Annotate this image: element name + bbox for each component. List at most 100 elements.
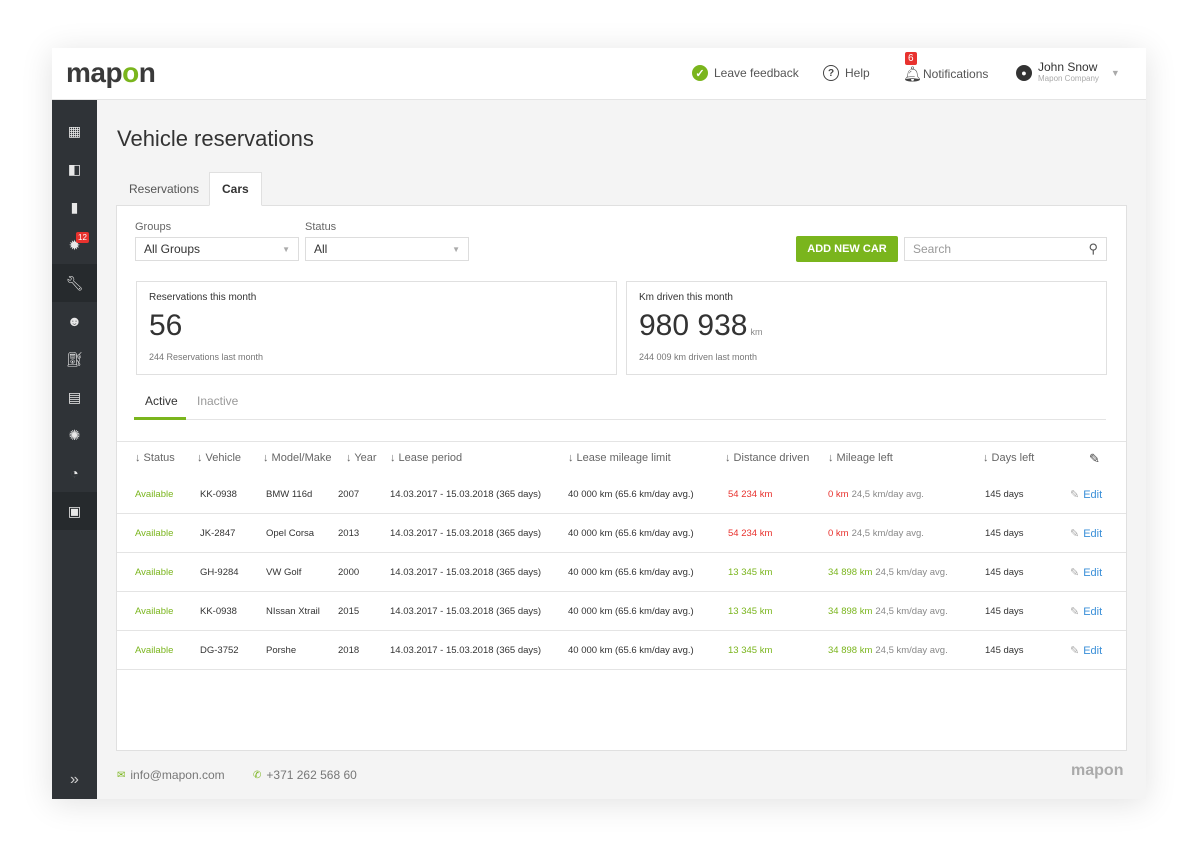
phone-icon: ✆ xyxy=(253,769,262,781)
sidebar-item-settings[interactable]: ✺ xyxy=(52,416,97,454)
add-new-car-button[interactable]: ADD NEW CAR xyxy=(796,236,898,262)
column-header-vehicle[interactable]: ↓ Vehicle xyxy=(197,452,242,464)
sidebar-item-documents[interactable]: ▮ xyxy=(52,188,97,226)
user-company: Mapon Company xyxy=(1038,74,1099,83)
status-select-value: All xyxy=(314,242,328,256)
edit-button[interactable]: ✎ Edit xyxy=(1070,527,1102,540)
subtab-active[interactable]: Active xyxy=(145,394,178,408)
pencil-icon[interactable]: ✎ xyxy=(1089,451,1100,466)
column-header-model[interactable]: ↓ Model/Make xyxy=(263,452,332,464)
cell-vehicle: KK-0938 xyxy=(200,489,237,500)
search-input[interactable] xyxy=(913,242,1073,256)
groups-select-value: All Groups xyxy=(144,242,201,256)
table-row[interactable]: Available KK-0938 NIssan Xtrail 2015 14.03.2… xyxy=(117,592,1126,631)
speedometer-icon: ◔ xyxy=(70,465,79,481)
table-row[interactable]: Available GH-9284 VW Golf 2000 14.03.2017 - … xyxy=(117,553,1126,592)
edit-button[interactable]: ✎ Edit xyxy=(1070,566,1102,579)
tab-reservations[interactable]: Reservations xyxy=(129,182,200,196)
column-header-mileage-limit[interactable]: ↓ Lease mileage limit xyxy=(568,452,671,464)
cell-mileage-limit: 40 000 km (65.6 km/day avg.) xyxy=(568,645,694,656)
status-select[interactable]: All ▼ xyxy=(305,237,469,261)
cell-model: VW Golf xyxy=(266,567,302,578)
mileage-left-value: 34 898 km xyxy=(828,606,873,617)
subtab-active-indicator xyxy=(134,417,186,420)
leave-feedback-link[interactable]: ✓ Leave feedback xyxy=(692,65,799,81)
sidebar-item-reports[interactable]: ▤ xyxy=(52,378,97,416)
subtab-divider xyxy=(134,419,1106,420)
user-menu[interactable]: ● John Snow Mapon Company ▼ xyxy=(1016,61,1120,84)
sidebar-item-service[interactable]: 🔧︎ xyxy=(52,264,97,302)
notifications-link[interactable]: 🔔︎ 6 Notifications xyxy=(903,52,989,83)
notifications-label: Notifications xyxy=(923,67,989,81)
chevron-down-icon: ▼ xyxy=(282,244,290,254)
sidebar-item-tachograph[interactable]: ◔ xyxy=(52,454,97,492)
groups-select[interactable]: All Groups ▼ xyxy=(135,237,299,261)
double-chevron-right-icon: » xyxy=(70,771,79,788)
edit-button[interactable]: ✎ Edit xyxy=(1070,605,1102,618)
sidebar: ▦ ◧ ▮ ✹ 12 🔧︎ ☻ ⛽︎ ▤ ✺ ◔ ▣ » xyxy=(52,100,97,799)
sidebar-item-fuel[interactable]: ⛽︎ xyxy=(52,340,97,378)
alerts-icon: ✹ xyxy=(68,236,81,253)
sidebar-item-drivers[interactable]: ☻ xyxy=(52,302,97,340)
sidebar-item-alerts[interactable]: ✹ 12 xyxy=(52,226,97,264)
stat-label: Reservations this month xyxy=(149,292,257,303)
mileage-left-value: 0 km xyxy=(828,528,849,539)
mileage-left-value: 34 898 km xyxy=(828,567,873,578)
cell-status: Available xyxy=(135,567,174,578)
cell-mileage-limit: 40 000 km (65.6 km/day avg.) xyxy=(568,528,694,539)
cell-lease-period: 14.03.2017 - 15.03.2018 (365 days) xyxy=(390,567,542,578)
footer-email[interactable]: ✉ info@mapon.com xyxy=(117,768,225,782)
edit-button[interactable]: ✎ Edit xyxy=(1070,644,1102,657)
cell-days-left: 145 days xyxy=(985,606,1024,617)
leave-feedback-label: Leave feedback xyxy=(714,66,799,80)
notifications-badge: 6 xyxy=(905,52,917,65)
cell-model: Opel Corsa xyxy=(266,528,315,539)
stat-value: 980 938 km xyxy=(639,309,763,342)
table-row[interactable]: Available KK-0938 BMW 116d 2007 14.03.2017 -… xyxy=(117,475,1126,514)
column-header-year[interactable]: ↓ Year xyxy=(346,452,377,464)
edit-button[interactable]: ✎ Edit xyxy=(1070,488,1102,501)
cell-mileage-limit: 40 000 km (65.6 km/day avg.) xyxy=(568,489,694,500)
stat-sub: 244 009 km driven last month xyxy=(639,352,758,362)
pencil-icon: ✎ xyxy=(1070,567,1080,579)
column-header-status[interactable]: ↓ Status xyxy=(135,452,175,464)
column-header-distance-driven[interactable]: ↓ Distance driven xyxy=(725,452,810,464)
check-circle-icon: ✓ xyxy=(692,65,708,81)
cell-vehicle: JK-2847 xyxy=(200,528,236,539)
help-link[interactable]: ? Help xyxy=(823,65,870,81)
cars-panel: Groups All Groups ▼ Status All ▼ ADD NEW… xyxy=(116,205,1127,751)
tab-cars[interactable]: Cars xyxy=(209,172,262,206)
cell-days-left: 145 days xyxy=(985,567,1024,578)
column-header-lease-period[interactable]: ↓ Lease period xyxy=(390,452,463,464)
page-title: Vehicle reservations xyxy=(117,126,314,151)
groups-label: Groups xyxy=(135,221,172,233)
cell-year: 2000 xyxy=(338,567,360,578)
sidebar-item-dashboard[interactable]: ▦ xyxy=(52,112,97,150)
alerts-badge: 12 xyxy=(76,232,89,243)
table-row[interactable]: Available JK-2847 Opel Corsa 2013 14.03.2017… xyxy=(117,514,1126,553)
stat-reservations: Reservations this month 56 244 Reservati… xyxy=(136,281,617,375)
search-icon[interactable]: ⚲ xyxy=(1088,241,1098,256)
sidebar-item-reservations[interactable]: ▣ xyxy=(52,492,97,530)
subtab-inactive[interactable]: Inactive xyxy=(197,394,239,408)
footer-phone[interactable]: ✆ +371 262 568 60 xyxy=(253,768,357,782)
cell-year: 2015 xyxy=(338,606,360,617)
table-row[interactable]: Available DG-3752 Porshe 2018 14.03.2017 - 1… xyxy=(117,631,1126,670)
sidebar-item-map[interactable]: ◧ xyxy=(52,150,97,188)
cell-distance-driven: 13 345 km xyxy=(728,606,773,617)
cell-mileage-left: 34 898 km 24,5 km/day avg. xyxy=(828,645,948,656)
clipboard-icon: ▤ xyxy=(67,388,82,405)
main-content: Vehicle reservations Reservations Cars G… xyxy=(97,100,1146,799)
mapon-logo[interactable]: mapon xyxy=(66,57,156,88)
cell-year: 2018 xyxy=(338,645,360,656)
cell-distance-driven: 13 345 km xyxy=(728,567,773,578)
column-header-days-left[interactable]: ↓ Days left xyxy=(983,452,1035,464)
cell-vehicle: DG-3752 xyxy=(200,645,239,656)
sidebar-expand-button[interactable]: » xyxy=(52,761,97,799)
column-header-mileage-left[interactable]: ↓ Mileage left xyxy=(828,452,893,464)
cell-mileage-limit: 40 000 km (65.6 km/day avg.) xyxy=(568,606,694,617)
envelope-icon: ✉ xyxy=(117,769,126,781)
mileage-left-avg: 24,5 km/day avg. xyxy=(851,528,924,539)
mileage-left-value: 0 km xyxy=(828,489,849,500)
footer-logo: mapon xyxy=(1071,762,1124,779)
